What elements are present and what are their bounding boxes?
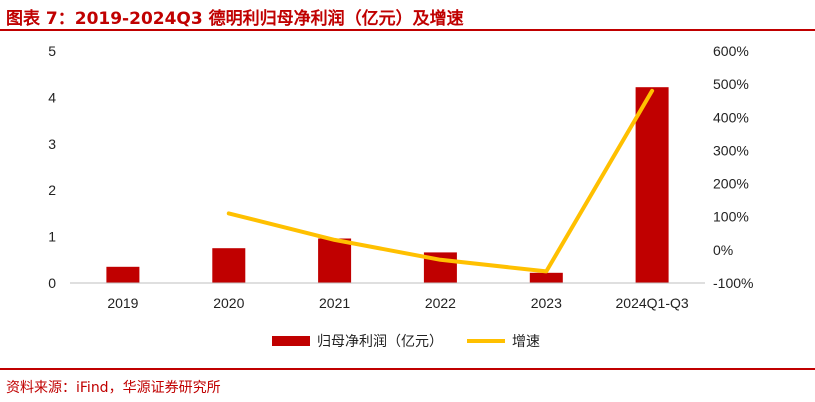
source-note: 资料来源：iFind，华源证券研究所: [6, 380, 221, 396]
x-tick-label: 2020: [213, 295, 244, 311]
x-tick-label: 2022: [425, 295, 456, 311]
right-tick-label: 200%: [713, 176, 749, 192]
left-tick-label: 2: [48, 182, 56, 198]
footer-divider: [0, 368, 815, 370]
right-tick-label: 400%: [713, 109, 749, 125]
chart-title: 图表 7：2019-2024Q3 德明利归母净利润（亿元）及增速: [6, 9, 464, 29]
left-tick-label: 0: [48, 275, 56, 291]
legend-line-label: 增速: [512, 334, 540, 350]
growth-line: [226, 88, 655, 274]
title-divider: [0, 29, 815, 31]
legend-bar-swatch: [272, 336, 310, 346]
legend: 归母净利润（亿元） 增速: [272, 333, 540, 350]
x-tick-label: 2019: [107, 295, 138, 311]
left-tick-label: 1: [48, 229, 56, 245]
right-axis-ticks: -100% 0% 100% 200% 300% 400% 500% 600%: [713, 43, 753, 291]
bar-2023: [529, 272, 563, 283]
bar-2021: [318, 238, 352, 283]
right-tick-label: 500%: [713, 76, 749, 92]
x-tick-label: 2024Q1-Q3: [616, 295, 689, 311]
x-axis-ticks: 2019 2020 2021 2022 2023 2024Q1-Q3: [107, 295, 689, 311]
bar-2024q1-q3: [635, 87, 669, 283]
bar-2020: [212, 248, 246, 283]
right-tick-label: 600%: [713, 43, 749, 59]
x-tick-label: 2021: [319, 295, 350, 311]
right-tick-label: 100%: [713, 209, 749, 225]
left-tick-label: 3: [48, 136, 56, 152]
left-axis-ticks: 0 1 2 3 4 5: [48, 43, 56, 291]
legend-bar-label: 归母净利润（亿元）: [317, 333, 443, 350]
line-layer: [226, 88, 655, 274]
right-tick-label: -100%: [713, 275, 753, 291]
bars-layer: [106, 87, 669, 283]
right-tick-label: 0%: [713, 242, 733, 258]
x-tick-label: 2023: [531, 295, 562, 311]
right-tick-label: 300%: [713, 142, 749, 158]
bar-2019: [106, 266, 140, 283]
left-tick-label: 4: [48, 89, 56, 105]
left-tick-label: 5: [48, 43, 56, 59]
